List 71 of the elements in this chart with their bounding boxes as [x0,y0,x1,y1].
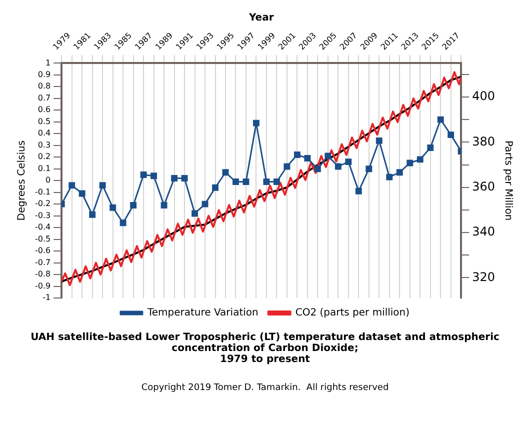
point [222,169,229,176]
point [68,182,76,189]
y-tick-label: -0.5 [35,234,51,244]
y-tick-label: -1 [42,293,51,302]
y-tick-label: -0.7 [35,258,51,267]
y-tick-label: 0.2 [38,152,51,162]
text: UAH satellite-based Lower Tropospheric (LT) temperature dataset and atmospheric concentration of Carbon Dioxide; 1979 to present [30,332,500,365]
point [140,171,147,178]
point [89,211,96,218]
point [202,200,208,208]
y-tick-label: 0.4 [38,128,51,138]
point [160,202,168,208]
point [120,220,126,226]
x-axis-title: Year [248,12,274,24]
point [345,158,352,166]
point [366,166,372,172]
y-tick-label: 0.9 [38,70,51,80]
point [212,184,218,191]
y-tick-label: -0.6 [35,246,51,256]
point [171,175,178,182]
legend-label: CO2 (parts per million) [295,308,410,319]
y-tick-label: 0.5 [38,116,51,126]
point [232,178,239,185]
y-tick-label: 0.7 [38,93,51,102]
point [150,172,158,180]
point [386,174,393,180]
y2-tick-label: 320 [472,270,495,284]
point [314,166,321,172]
point [263,178,270,185]
point [192,210,198,217]
y2-tick-label: 400 [472,89,495,104]
y-tick-label: 0 [46,176,51,185]
point [304,155,311,162]
point [181,175,188,182]
point [355,188,362,194]
y-tick-label: -0.1 [35,187,51,196]
point [376,137,382,144]
y2-axis-title: Parts per Million [502,140,514,221]
point [284,163,290,170]
y-tick-label: -0.8 [35,270,51,279]
point [78,190,86,197]
point [273,178,280,185]
legend-label: Temperature Variation [146,308,258,319]
point [396,169,403,176]
y2-tick-label: 360 [472,179,495,194]
y-tick-label: -0.4 [35,222,51,232]
point [416,156,424,163]
y-tick-label: -0.3 [35,210,51,220]
y2-tick-label: 340 [472,224,495,239]
point [294,152,300,158]
y-tick-label: -0.2 [35,199,51,208]
point [406,160,414,166]
point [448,132,454,138]
y-tick-label: 0.3 [38,140,51,150]
point [110,204,116,211]
point [334,163,342,170]
point [437,116,444,123]
point [242,178,250,185]
point [130,202,137,208]
point [427,144,434,151]
point [253,120,260,126]
y-tick-label: 1 [46,58,51,68]
point [324,152,332,160]
y-axis-title: Degrees Celsius [16,140,28,221]
y-tick-label: -0.9 [35,281,51,290]
y-tick-label: 0.6 [38,105,51,114]
y-tick-label: 0.8 [38,82,51,91]
point [99,182,106,189]
y2-tick-label: 380 [472,134,495,148]
text: Copyright 2019 Tomer D. Tamarkin. All rights reserved [140,383,390,393]
y-tick-label: 0.1 [38,164,51,173]
